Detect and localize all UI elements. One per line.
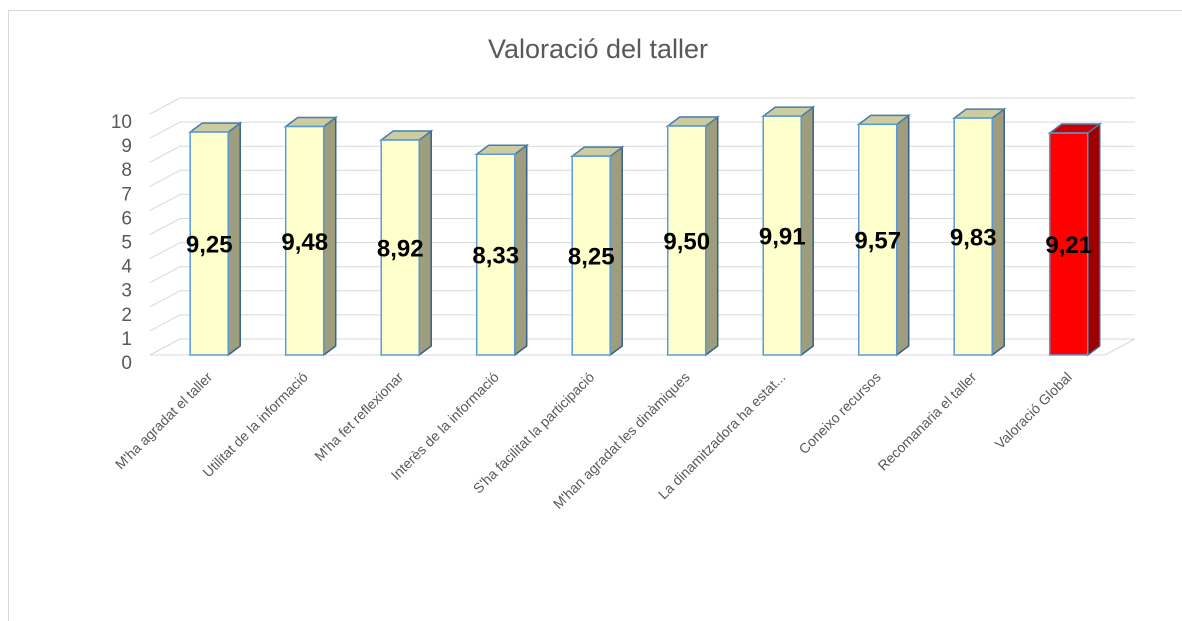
y-tick-label: 10: [111, 112, 132, 133]
x-tick-label: Utilitat de la informació: [199, 369, 311, 481]
grid-line-side: [149, 218, 181, 235]
bar: [571, 155, 611, 356]
value-label: 9,21: [1045, 232, 1092, 259]
grid-line-side: [149, 338, 181, 356]
bar: [284, 125, 325, 356]
chart-title: Valoració del taller: [488, 34, 708, 64]
grid-line-side: [149, 290, 181, 308]
grid-line-side: [149, 97, 181, 115]
bar: [666, 125, 707, 356]
value-label: 9,57: [854, 228, 901, 255]
value-label: 9,83: [950, 225, 997, 252]
grid-line-side: [149, 121, 181, 139]
grid-line-side: [149, 242, 181, 260]
y-tick-label: 5: [121, 233, 132, 254]
y-tick-label: 0: [121, 353, 132, 374]
grid-line-side: [149, 145, 181, 163]
grid-line-side: [149, 169, 181, 187]
x-tick-label: Coneixo recursos: [795, 369, 883, 457]
grid-line-side: [149, 193, 181, 211]
value-label: 8,92: [377, 236, 424, 263]
floor-right: [1104, 338, 1136, 356]
y-tick-label: 2: [121, 305, 132, 326]
y-tick-label: 9: [121, 136, 132, 157]
bar: [857, 123, 898, 356]
y-tick-label: 4: [121, 257, 132, 278]
x-tick-label: Recomanaria el taller: [874, 369, 979, 474]
bar: [953, 117, 993, 356]
grid-line-side: [149, 314, 181, 332]
bar: [1048, 132, 1089, 356]
bar: [475, 153, 516, 356]
bar: [380, 139, 420, 356]
y-tick-label: 1: [121, 329, 132, 350]
value-label: 9,91: [759, 224, 806, 251]
bar: [189, 131, 229, 356]
y-tick-label: 3: [121, 281, 132, 302]
x-tick-label: M'ha agradat el taller: [112, 369, 216, 473]
value-label: 8,25: [568, 244, 615, 271]
y-tick-label: 7: [121, 184, 132, 205]
x-tick-label: M'ha fet reflexionar: [311, 369, 406, 464]
y-tick-label: 6: [121, 208, 132, 229]
x-tick-label: Interès de la informació: [388, 369, 502, 483]
y-tick-label: 8: [121, 160, 132, 181]
value-label: 8,33: [472, 243, 519, 270]
x-tick-label: Valoració Global: [992, 369, 1075, 452]
value-label: 9,50: [663, 229, 710, 256]
value-label: 9,48: [281, 229, 328, 256]
chart-frame: [8, 10, 1182, 621]
bar: [762, 115, 802, 356]
grid-line-side: [149, 266, 181, 284]
value-label: 9,25: [186, 232, 233, 259]
